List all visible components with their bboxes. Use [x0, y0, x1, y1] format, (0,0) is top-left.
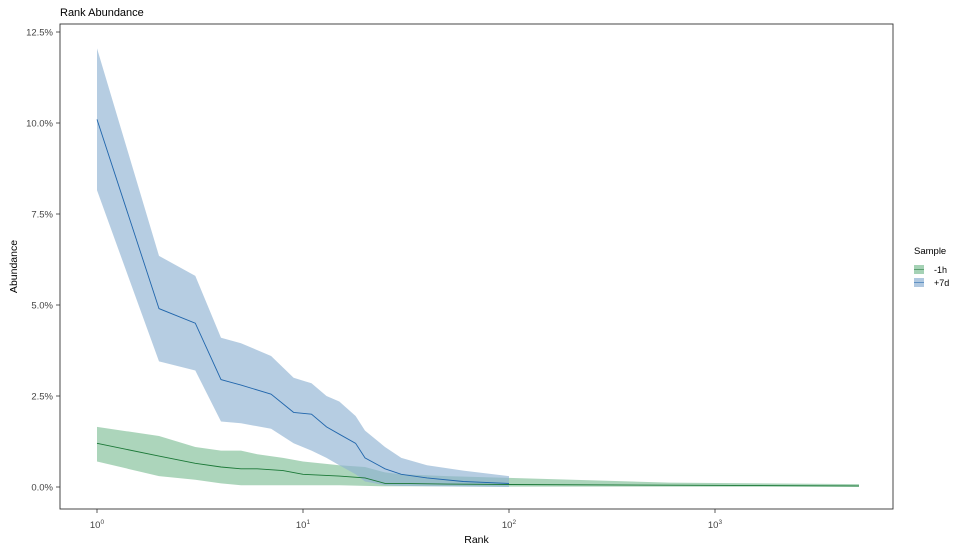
series-lines [96, 119, 860, 487]
legend-label-plus-7d: +7d [934, 277, 950, 288]
legend: Sample -1h +7d [914, 246, 949, 289]
x-tick-label: 102 [502, 519, 517, 531]
legend-item-minus-1h: -1h [914, 263, 949, 276]
y-tick-label: 2.5% [31, 392, 53, 403]
y-tick-label: 0.0% [31, 483, 53, 494]
y-tick-label: 5.0% [31, 301, 53, 312]
x-axis-label: Rank [464, 534, 489, 546]
legend-label-minus-1h: -1h [934, 264, 948, 275]
y-tick-label: 12.5% [26, 28, 53, 39]
band-minus-1h [97, 426, 859, 487]
y-axis: 0.0% 2.5% 5.0% 7.5% 10.0% 12.5% [26, 28, 60, 494]
legend-swatch-minus-1h [914, 265, 924, 274]
y-tick-label: 7.5% [31, 210, 53, 221]
x-tick-label: 101 [296, 519, 311, 531]
legend-swatch-plus-7d [914, 278, 924, 287]
chart-title: Rank Abundance [60, 7, 144, 19]
plot-panel-border [59, 23, 894, 510]
confidence-bands [97, 48, 859, 488]
x-tick-label: 100 [90, 519, 105, 531]
x-tick-label: 103 [708, 519, 723, 531]
legend-title: Sample [914, 246, 947, 257]
line-plus-7d [96, 119, 510, 484]
y-tick-label: 10.0% [26, 119, 53, 130]
band-plus-7d [97, 48, 509, 488]
x-axis: 100 101 102 103 [90, 509, 723, 531]
legend-item-plus-7d: +7d [914, 276, 949, 289]
line-minus-1h [96, 442, 860, 487]
y-axis-label: Abundance [8, 240, 20, 293]
